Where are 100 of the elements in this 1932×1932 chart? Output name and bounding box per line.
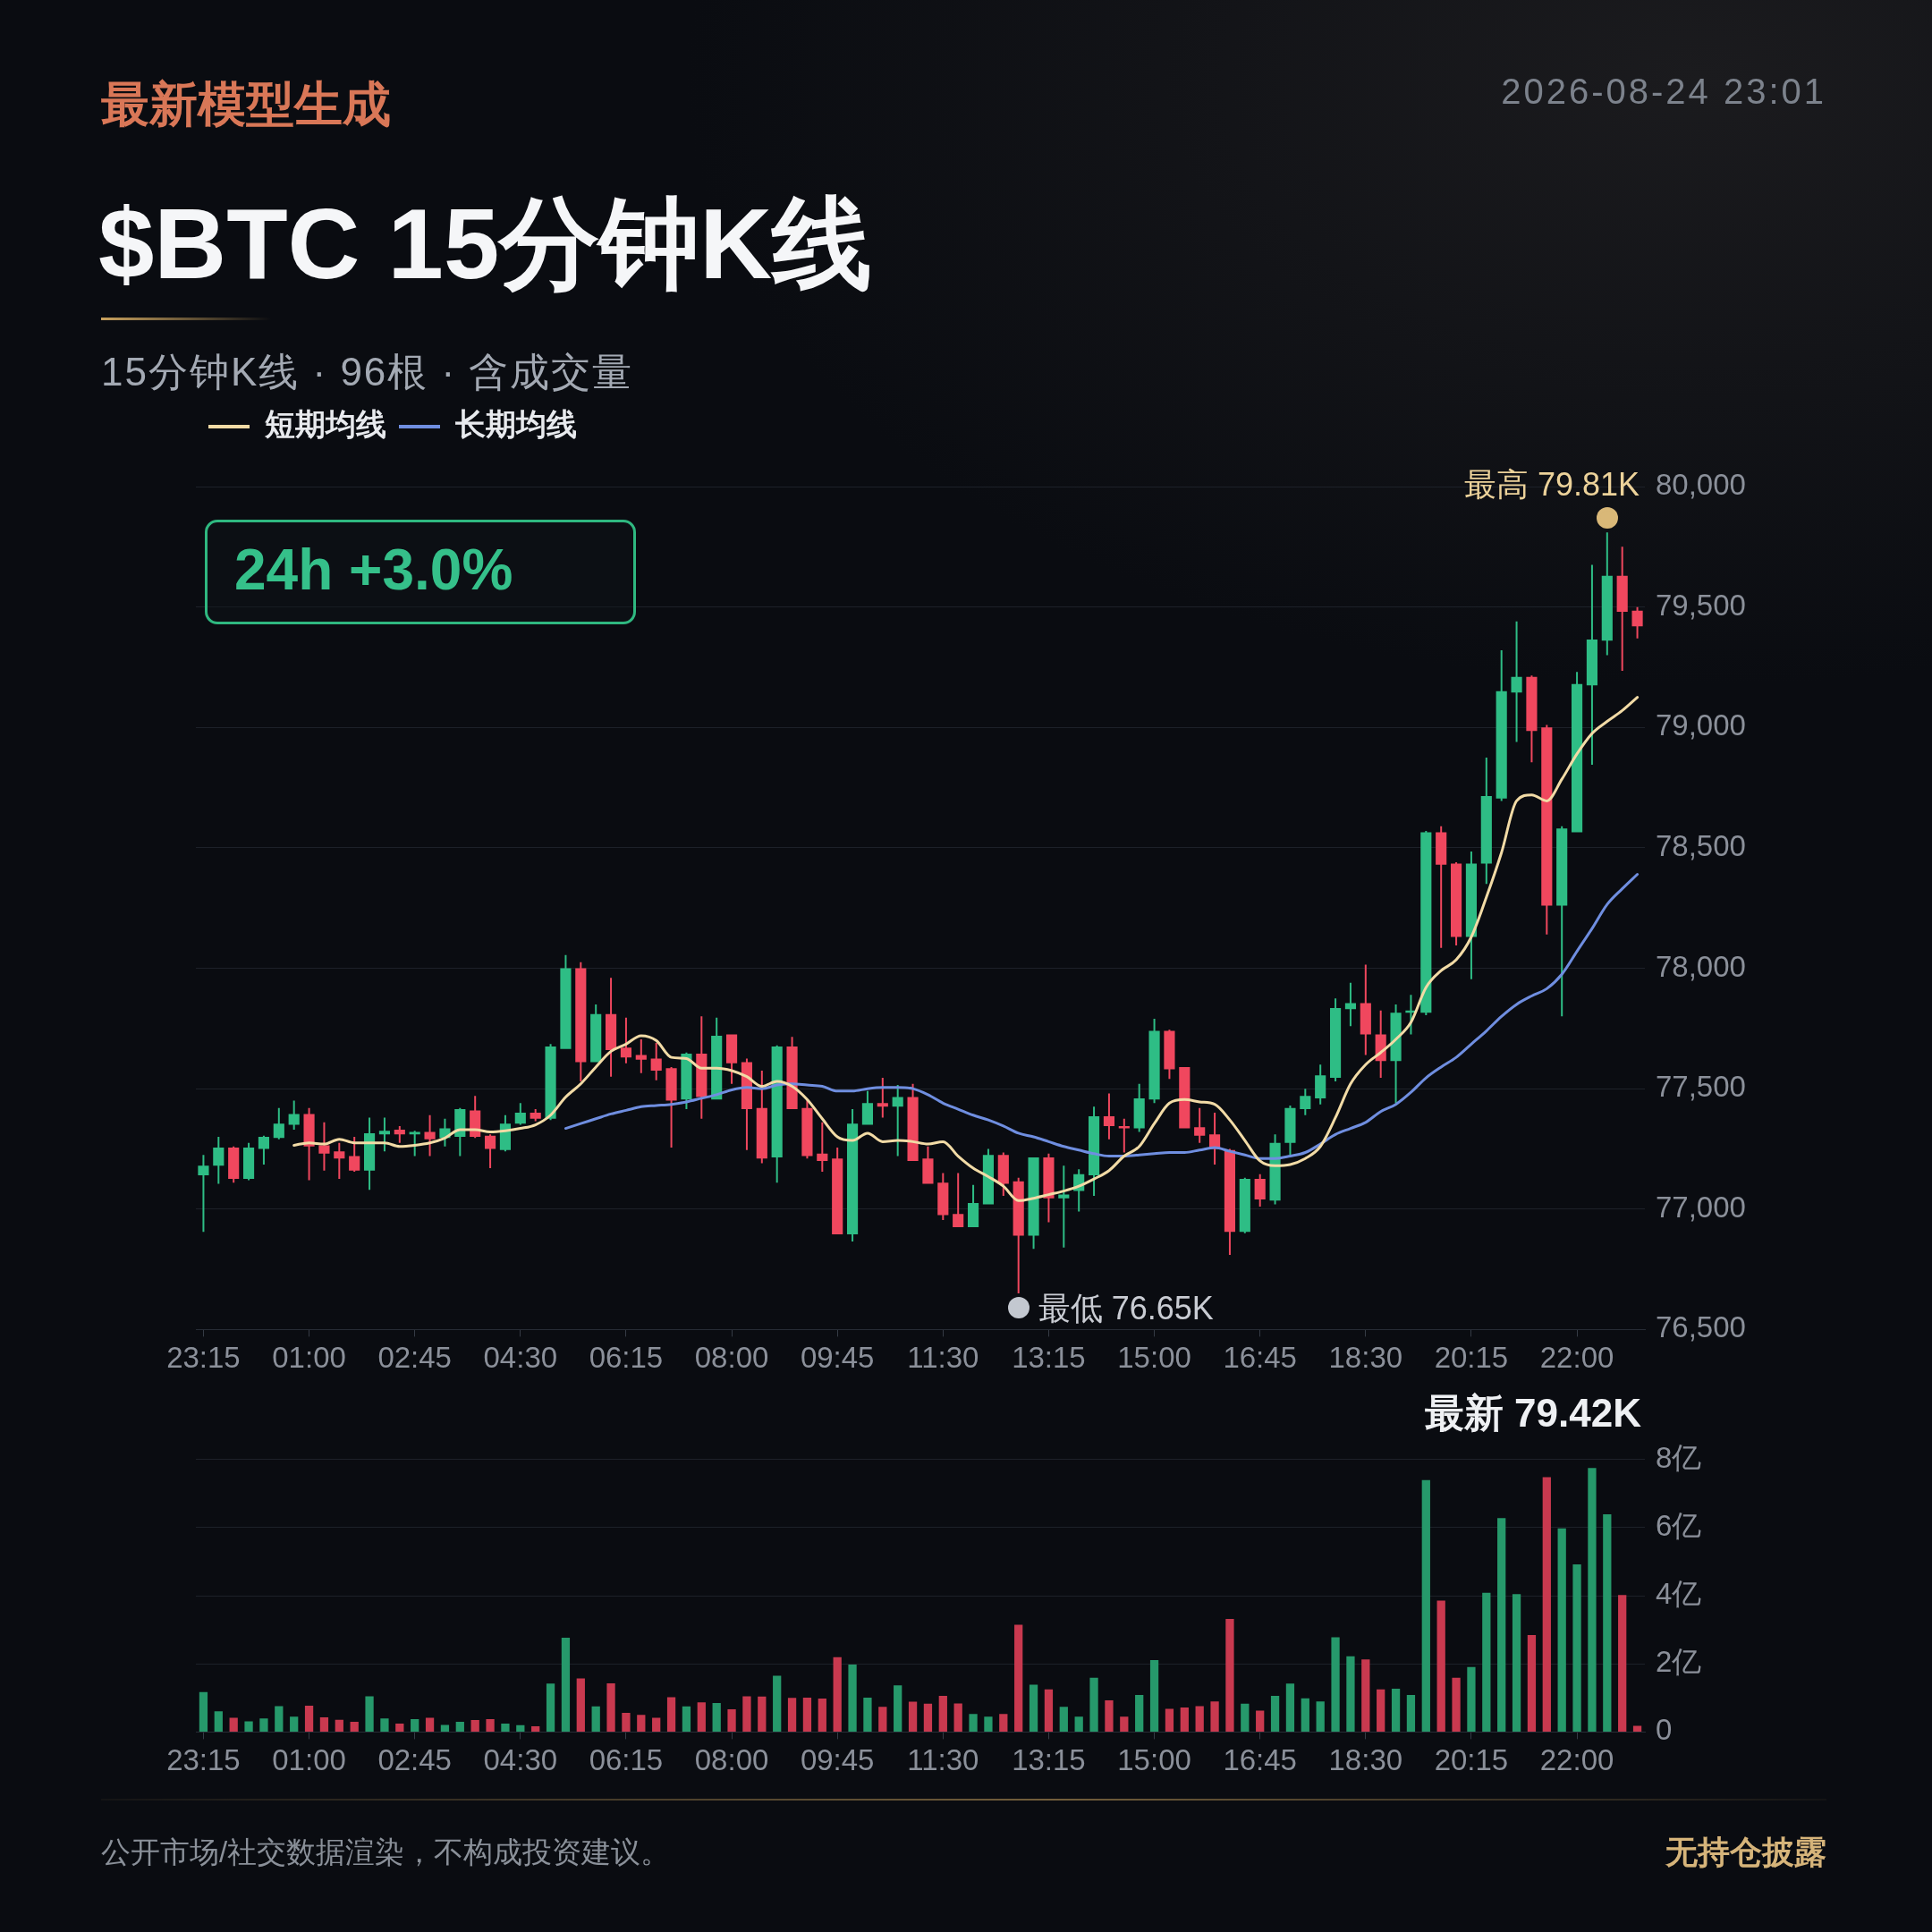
- bar: [576, 1678, 585, 1732]
- bar: [1074, 1716, 1083, 1732]
- bar: [1618, 1595, 1627, 1732]
- bar: [1195, 1706, 1204, 1732]
- text: 无持仓披露: [1665, 1833, 1826, 1872]
- y-tick-label: 77,500: [1656, 1070, 1746, 1104]
- text: 最新模型生成: [101, 76, 391, 132]
- bar: [1044, 1689, 1054, 1732]
- x-tick-label: 02:45: [377, 1743, 452, 1777]
- y-tick-label: 0: [1656, 1713, 1673, 1747]
- y-tick-label: 77,000: [1656, 1190, 1746, 1224]
- bar: [350, 1721, 359, 1732]
- text: 公开市场/社交数据渲染，不构成投资建议。: [101, 1835, 671, 1870]
- bar: [818, 1699, 826, 1732]
- bar: [1588, 1468, 1597, 1732]
- bar: [440, 1724, 450, 1732]
- annotation: 最低 76.65K: [1038, 1288, 1214, 1327]
- bar: [259, 1718, 268, 1732]
- bar: [1421, 1479, 1430, 1732]
- x-tick-label: 16:45: [1223, 1743, 1297, 1777]
- bar: [1361, 1659, 1370, 1732]
- candlestick: [198, 1155, 209, 1233]
- y-tick-label: 78,000: [1656, 949, 1746, 983]
- bar: [290, 1716, 299, 1732]
- candlestick: [1284, 1105, 1296, 1156]
- x-tick-label: 01:00: [272, 1743, 346, 1777]
- x-tick-label: 20:15: [1434, 1341, 1509, 1375]
- candlestick: [650, 1042, 662, 1080]
- line-series: [564, 873, 1640, 1160]
- bar: [622, 1713, 631, 1732]
- y-tick-label: 79,000: [1656, 708, 1746, 742]
- legend-label: 短期均线: [264, 407, 386, 442]
- y-tick-label: 80,000: [1656, 468, 1746, 502]
- bar: [1331, 1637, 1340, 1732]
- bar: [833, 1657, 842, 1732]
- bar: [304, 1706, 314, 1732]
- bar: [199, 1691, 208, 1732]
- bar: [531, 1725, 540, 1732]
- candlestick: [1164, 1030, 1175, 1080]
- bar: [275, 1706, 284, 1732]
- y-tick-label: 79,500: [1656, 588, 1746, 622]
- candlestick: [1118, 1118, 1130, 1153]
- bar: [1180, 1707, 1189, 1732]
- x-tick-label: 18:30: [1328, 1743, 1403, 1777]
- bar: [1256, 1710, 1265, 1732]
- bar: [1029, 1684, 1038, 1732]
- x-tick-label: 23:15: [166, 1743, 241, 1777]
- bar: [953, 1703, 962, 1732]
- x-tick-label: 06:15: [589, 1341, 664, 1375]
- text: 2026-08-24 23:01: [1501, 71, 1826, 113]
- bar: [984, 1716, 993, 1732]
- bar: [546, 1683, 555, 1732]
- bar: [1014, 1624, 1023, 1732]
- candlestick: [1436, 826, 1447, 948]
- x-tick-label: 09:45: [800, 1341, 875, 1375]
- bar: [848, 1665, 857, 1732]
- bar: [395, 1723, 404, 1732]
- bar: [1241, 1703, 1250, 1732]
- candlestick: [665, 1066, 677, 1148]
- y-tick-label: 4亿: [1656, 1577, 1702, 1611]
- candlestick: [1103, 1093, 1115, 1140]
- bar: [1059, 1707, 1068, 1732]
- x-tick-label: 22:00: [1539, 1743, 1614, 1777]
- bar: [365, 1696, 374, 1732]
- bar: [1135, 1694, 1144, 1732]
- bar: [969, 1714, 978, 1732]
- bar: [727, 1708, 736, 1732]
- bar: [1165, 1708, 1174, 1732]
- candlestick: [1511, 621, 1522, 742]
- chart-subtitle: 15分钟K线 · 96根 · 含成交量: [101, 349, 634, 395]
- bar: [1149, 1660, 1159, 1732]
- bar: [1316, 1701, 1325, 1732]
- candlestick: [1148, 1019, 1160, 1104]
- bar: [758, 1696, 767, 1732]
- x-tick-label: 18:30: [1328, 1341, 1403, 1375]
- y-tick-label: 76,500: [1656, 1310, 1746, 1344]
- bar: [1557, 1528, 1566, 1732]
- x-tick-label: 22:00: [1539, 1341, 1614, 1375]
- candlestick: [922, 1146, 934, 1184]
- x-tick-label: 02:45: [377, 1341, 452, 1375]
- bar: [712, 1703, 721, 1732]
- x-tick-label: 23:15: [166, 1341, 241, 1375]
- bar: [1527, 1634, 1537, 1732]
- candlestick: [817, 1122, 828, 1173]
- bar: [1105, 1699, 1114, 1732]
- bar: [591, 1706, 600, 1732]
- x-tick-label: 13:15: [1012, 1341, 1086, 1375]
- y-tick-label: 2亿: [1656, 1645, 1702, 1679]
- bar: [561, 1637, 571, 1732]
- bar: [999, 1714, 1008, 1732]
- candlestick: [1631, 606, 1643, 639]
- bar: [938, 1696, 947, 1732]
- bar: [652, 1717, 661, 1732]
- y-tick-label: 8亿: [1656, 1440, 1702, 1474]
- candlestick: [1526, 675, 1538, 763]
- y-tick-label: 6亿: [1656, 1509, 1702, 1543]
- bar: [637, 1715, 646, 1732]
- bar: [380, 1718, 389, 1732]
- x-tick-label: 04:30: [483, 1743, 558, 1777]
- bar: [1542, 1477, 1551, 1732]
